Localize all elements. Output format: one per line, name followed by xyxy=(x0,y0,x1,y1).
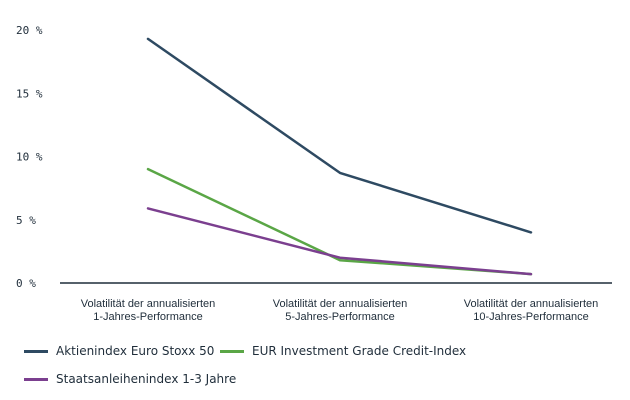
series-line xyxy=(146,37,533,234)
legend-label: Aktienindex Euro Stoxx 50 xyxy=(56,344,215,358)
legend-item-aktienindex: Aktienindex Euro Stoxx 50 xyxy=(24,344,214,358)
legend-label: EUR Investment Grade Credit-Index xyxy=(252,344,467,358)
y-tick-label: 0 % xyxy=(16,277,36,290)
line-chart: 0 % 5 % 10 % 15 % 20 % Volatilität der annua… xyxy=(16,24,612,323)
series-lines xyxy=(146,37,533,276)
x-tick-label: Volatilität der annualisierten 5-Jahres-P… xyxy=(273,298,408,323)
y-tick-label: 10 % xyxy=(16,151,43,164)
y-tick-label: 20 % xyxy=(16,24,43,37)
legend-label: Staatsanleihenindex 1-3 Jahre xyxy=(56,372,237,386)
y-tick-label: 5 % xyxy=(16,214,36,227)
series-line xyxy=(146,207,533,276)
y-axis: 0 % 5 % 10 % 15 % 20 % xyxy=(16,24,43,290)
legend-item-credit-index: EUR Investment Grade Credit-Index xyxy=(220,344,466,358)
legend-swatch xyxy=(220,349,244,353)
legend-item-staatsanleihenindex: Staatsanleihenindex 1-3 Jahre xyxy=(24,372,236,386)
legend-swatch xyxy=(24,377,48,381)
legend-swatch xyxy=(24,349,48,353)
x-tick-label: Volatilität der annualisierten 10-Jahres-… xyxy=(464,298,599,323)
x-axis: Volatilität der annualisierten 1-Jahres-P… xyxy=(81,298,599,323)
x-tick-label: Volatilität der annualisierten 1-Jahres-P… xyxy=(81,298,216,323)
y-tick-label: 15 % xyxy=(16,87,43,100)
